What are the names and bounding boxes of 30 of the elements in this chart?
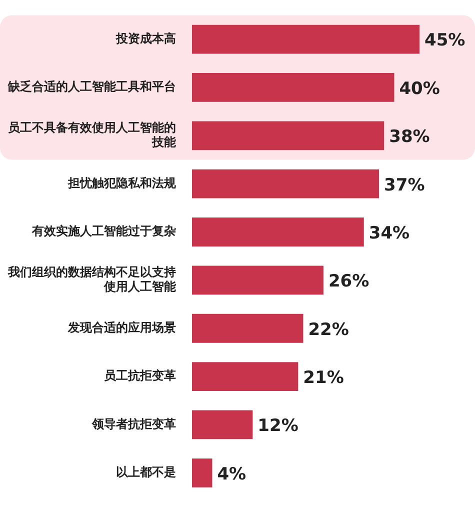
y-tick-label: 有效实施人工智能过于复杂 [31, 224, 176, 238]
data-label: 26% [328, 272, 370, 292]
bar [192, 362, 298, 392]
data-label: 12% [258, 416, 298, 436]
data-label: 38% [389, 127, 430, 148]
y-tick-label: 员工抗拒变革 [104, 368, 176, 383]
data-label: 40% [399, 78, 440, 99]
data-label: 22% [308, 320, 349, 340]
bar [192, 458, 212, 488]
data-label: 45% [424, 30, 466, 51]
bar [192, 218, 364, 246]
y-tick-label: 担忧触犯隐私和法规 [67, 176, 177, 190]
y-tick-label: 发现合适的应用场景 [67, 320, 176, 334]
bar [192, 266, 324, 295]
y-tick-label: 缺乏合适的人工智能工具和平台 [7, 80, 176, 94]
bar [192, 169, 380, 198]
data-label: 34% [368, 223, 410, 244]
y-tick-label: 我们组织的数据结构不足以支持使用人工智能 [7, 265, 177, 294]
data-label: 21% [303, 368, 344, 388]
data-label: 37% [384, 175, 425, 196]
data-label: 4% [217, 464, 246, 484]
y-tick-label: 以上都不是 [116, 465, 176, 480]
y-tick-label: 领导者抗拒变革 [91, 416, 176, 431]
bar [192, 73, 394, 102]
y-tick-label: 投资成本高 [115, 31, 176, 46]
bar [192, 410, 253, 440]
bar [192, 24, 420, 54]
bar [192, 314, 304, 343]
bar [192, 121, 384, 150]
y-tick-label: 员工不具备有效使用人工智能的技能 [8, 120, 177, 149]
